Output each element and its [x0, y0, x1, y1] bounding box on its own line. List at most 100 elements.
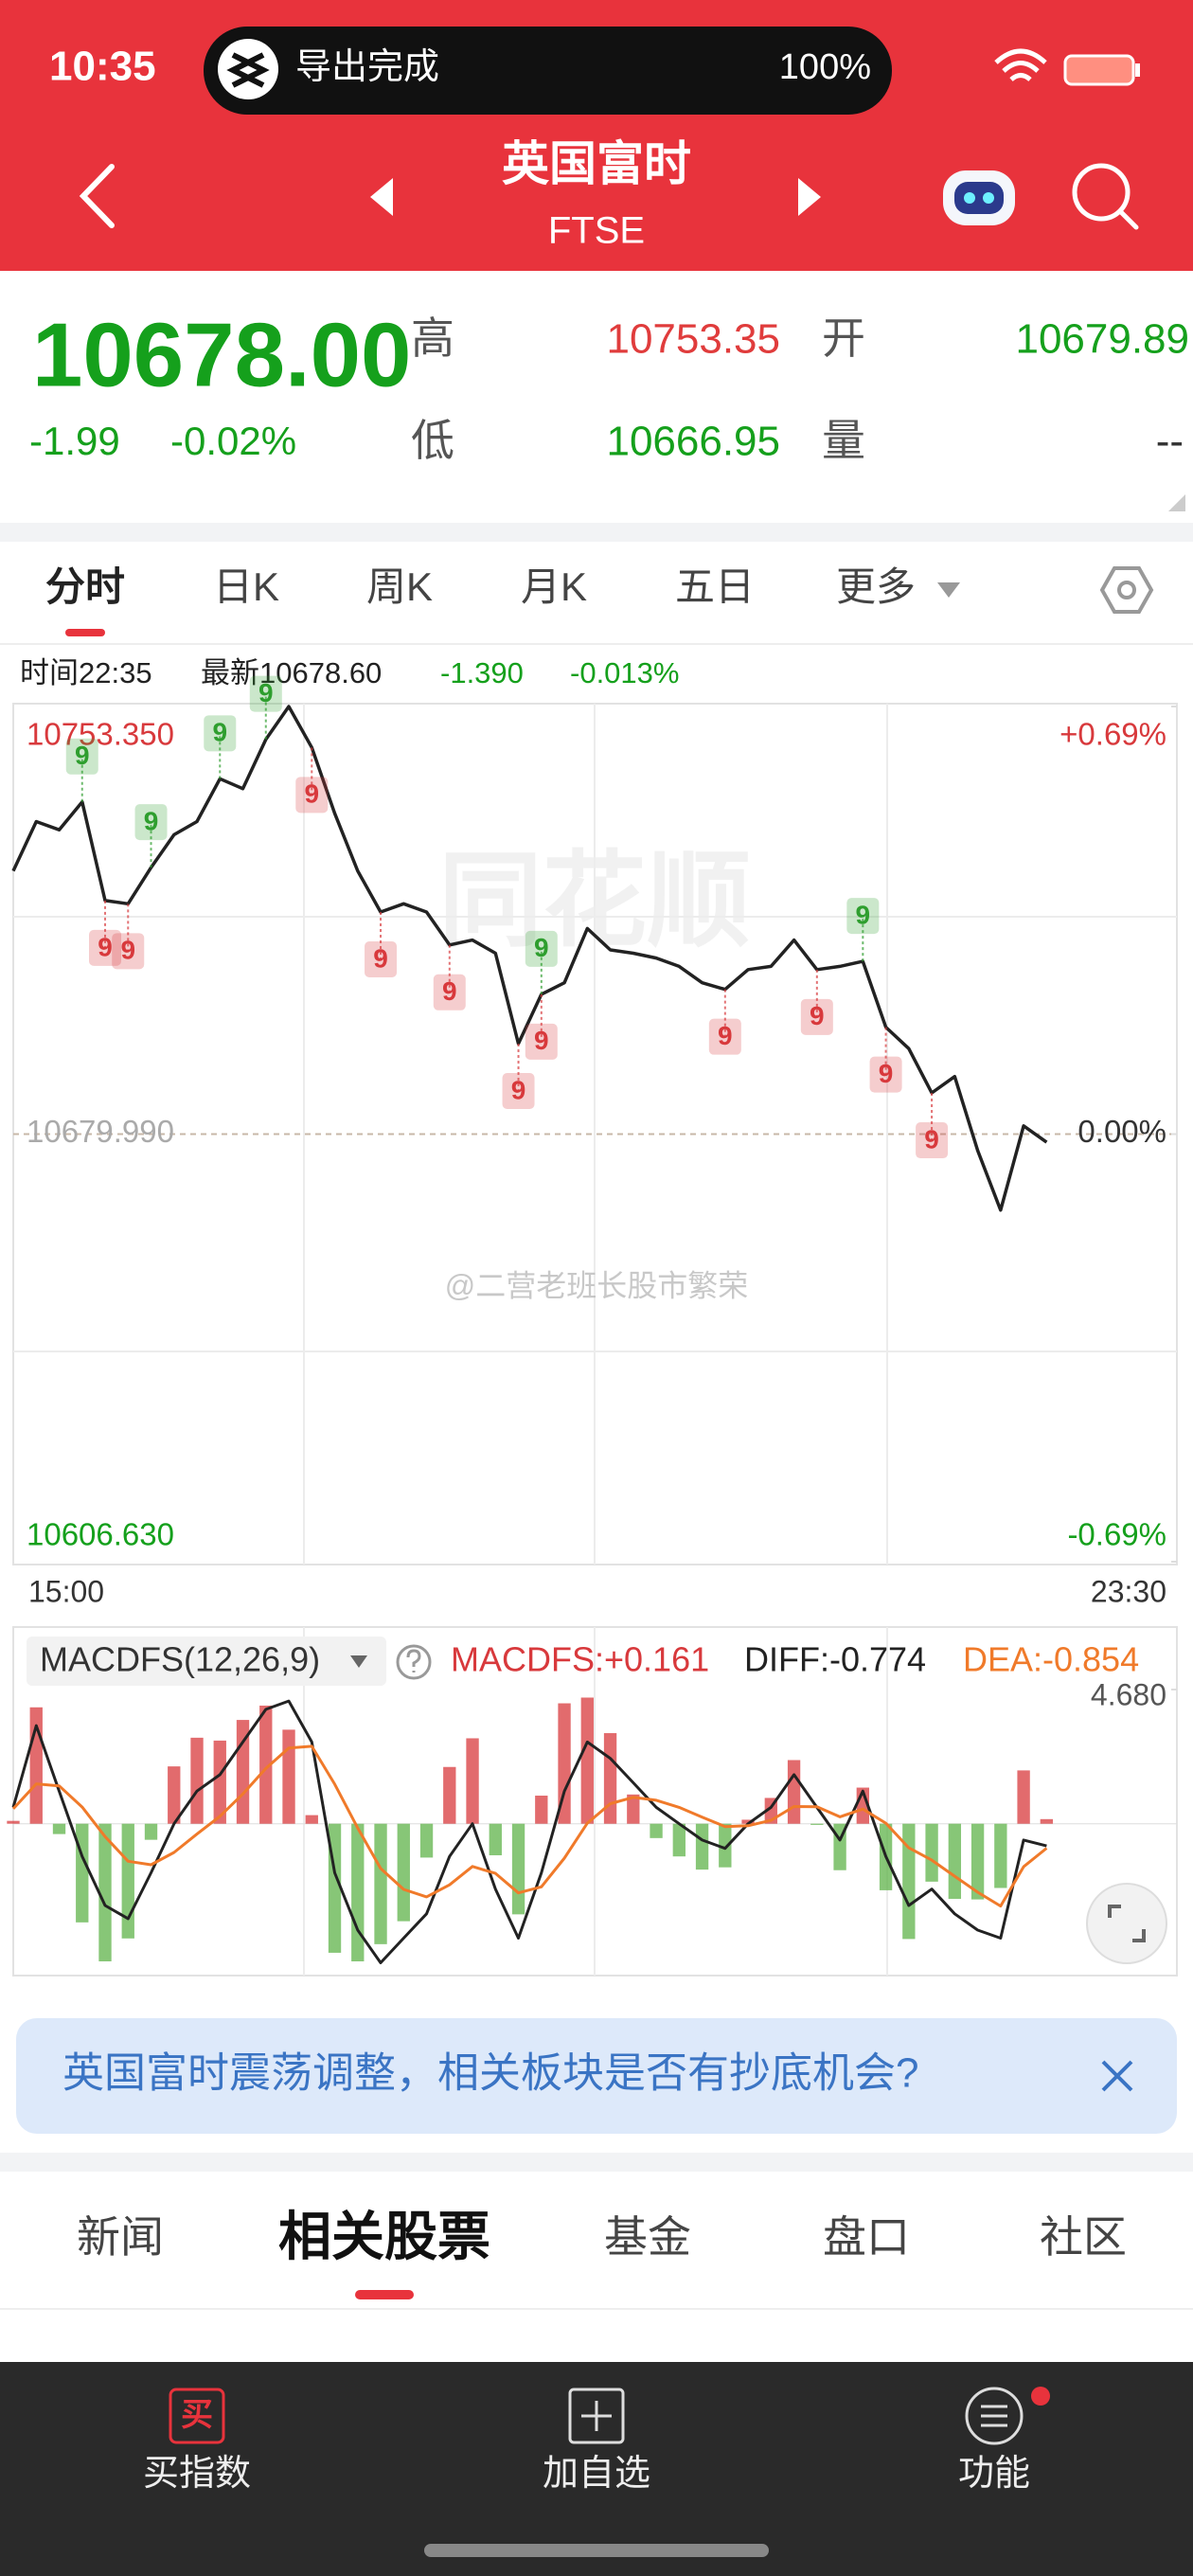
td-marker-label: 9: [534, 933, 549, 962]
macd-bar: [98, 1823, 112, 1962]
open-label: 开: [822, 313, 865, 363]
macd-bar: [76, 1823, 89, 1923]
period-tab[interactable]: 分时: [45, 564, 125, 609]
td-marker: [365, 941, 398, 978]
notification-dot: [1031, 2387, 1050, 2406]
td-marker: [708, 1018, 741, 1055]
active-tab-indicator: [355, 2290, 414, 2299]
promo-banner[interactable]: [16, 2018, 1177, 2134]
macd-bar: [419, 1823, 434, 1858]
td-marker: [525, 930, 558, 967]
td-marker-label: 9: [258, 678, 274, 707]
section-divider: [0, 2153, 1193, 2172]
macd-bar: [787, 1760, 801, 1824]
corner-indicator: [1168, 494, 1185, 511]
assistant-face: [954, 182, 1004, 214]
period-tab[interactable]: 日K: [213, 564, 279, 609]
search-handle: [1118, 209, 1139, 230]
content-tab[interactable]: 基金: [604, 2212, 691, 2262]
macd-bar: [52, 1823, 66, 1834]
macd-bar: [168, 1766, 181, 1824]
y-tick-label: 10606.630: [27, 1517, 174, 1552]
period-tab[interactable]: 五日: [675, 564, 755, 609]
macd-bar: [948, 1823, 962, 1900]
nav-label[interactable]: 买指数: [143, 2454, 251, 2494]
macd-bar: [190, 1737, 204, 1824]
next-button[interactable]: [798, 178, 821, 216]
high-value: 10753.35: [606, 316, 780, 363]
period-tab[interactable]: 更多: [836, 564, 916, 609]
y-tick-label: 10679.990: [27, 1114, 174, 1149]
td-marker: [295, 777, 329, 814]
battery-icon: [1063, 54, 1135, 86]
banner-text: 英国富时震荡调整，相关板块是否有抄底机会?: [62, 2050, 918, 2097]
nav-label[interactable]: 加自选: [543, 2454, 650, 2494]
buy-icon-glyph: 买: [181, 2397, 213, 2433]
td-marker: [869, 1056, 902, 1093]
td-marker-label: 9: [120, 936, 135, 965]
watchlist-icon[interactable]: [568, 2388, 625, 2444]
search-button[interactable]: [1072, 163, 1131, 222]
macd-bar: [282, 1729, 295, 1824]
macd-bar: [121, 1823, 134, 1939]
content-tab[interactable]: 新闻: [77, 2212, 164, 2262]
macd-bar: [259, 1705, 273, 1824]
macd-bar: [1040, 1818, 1054, 1824]
dropdown-arrow: [350, 1655, 367, 1668]
content-tab[interactable]: 社区: [1040, 2212, 1127, 2262]
app-icon: [218, 39, 278, 99]
previous-button[interactable]: [370, 178, 393, 216]
td-marker-label: 9: [534, 1026, 549, 1055]
watchlist-glyph: [581, 2401, 612, 2431]
td-marker-label: 9: [212, 718, 227, 747]
help-icon[interactable]: [396, 1644, 432, 1680]
content-tab[interactable]: 盘口: [823, 2212, 910, 2262]
td-marker: [846, 898, 880, 935]
macd-bar: [970, 1823, 985, 1900]
page-subtitle: FTSE: [548, 210, 645, 252]
y2-tick-label: -0.69%: [1067, 1517, 1166, 1552]
function-icon[interactable]: [965, 2387, 1024, 2445]
period-tab[interactable]: 月K: [521, 564, 587, 609]
indicator-selector[interactable]: [27, 1637, 386, 1686]
period-tab[interactable]: 周K: [366, 564, 433, 609]
macd-bar: [810, 1823, 824, 1825]
dropdown-arrow: [937, 582, 960, 598]
bottom-bar: [0, 2362, 1193, 2576]
price-line: [11, 705, 1048, 1212]
td-marker: [65, 738, 98, 775]
expand-glyph: [1108, 1905, 1146, 1942]
section-divider: [0, 523, 1193, 542]
close-banner[interactable]: [1101, 2060, 1133, 2092]
chart-settings[interactable]: [1099, 566, 1154, 614]
macd-bar: [1017, 1770, 1030, 1824]
macd-bar: [374, 1823, 387, 1944]
td-marker: [433, 974, 466, 1011]
td-marker: [525, 1023, 558, 1060]
macd-bar: [7, 1820, 20, 1824]
price-change: -1.99: [29, 419, 120, 463]
macd-bar: [672, 1823, 686, 1857]
td-marker-label: 9: [144, 807, 159, 836]
active-tab-indicator: [65, 629, 105, 636]
low-label: 低: [411, 416, 454, 465]
td-marker-label: 9: [924, 1124, 939, 1154]
expand-button[interactable]: [1086, 1883, 1167, 1964]
back-button[interactable]: [79, 164, 115, 228]
macd-bar: [351, 1823, 365, 1962]
macd-bar: [580, 1697, 594, 1824]
low-value: 10666.95: [606, 419, 780, 465]
buy-icon[interactable]: [169, 2388, 225, 2444]
info-time: 时间22:35: [20, 656, 152, 689]
td-marker-label: 9: [373, 943, 388, 973]
content-tab[interactable]: 相关股票: [278, 2207, 490, 2266]
macd-bar: [695, 1823, 709, 1870]
nav-label[interactable]: 功能: [958, 2454, 1030, 2494]
wifi-icon: [994, 48, 1047, 81]
macd-bar: [511, 1823, 525, 1915]
high-label: 高: [411, 313, 454, 363]
watermark-logo: 同花顺: [438, 843, 751, 959]
macd-bar: [558, 1703, 571, 1824]
